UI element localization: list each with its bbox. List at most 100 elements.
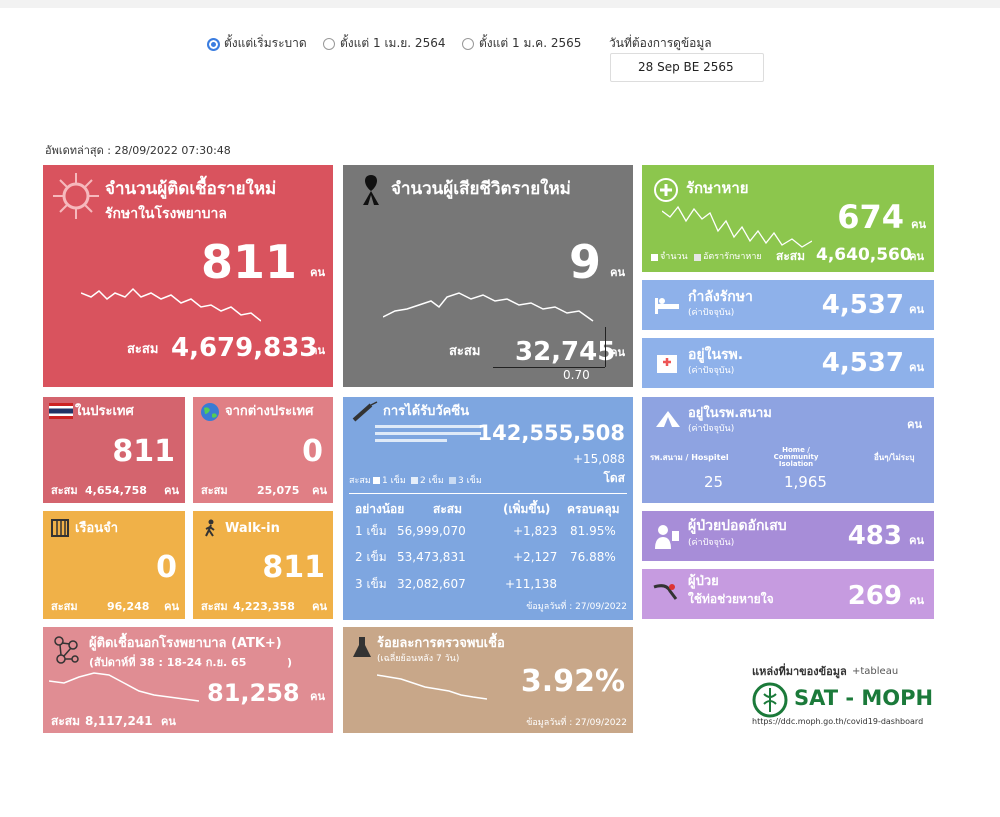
network-icon (54, 636, 79, 664)
plus-icon (654, 178, 678, 202)
table-cell: +1,823 (513, 524, 558, 538)
unit: คน (312, 484, 327, 497)
cumulative-label: สะสม (51, 714, 81, 728)
cumulative: 32,745 (515, 337, 616, 367)
radio[interactable] (462, 38, 474, 50)
card-pneumonia: ผู้ป่วยปอดอักเสบ (ค่าปัจจุบัน) 483 คน (642, 511, 934, 561)
table-cell: +2,127 (513, 550, 558, 564)
source-url[interactable]: https://ddc.moph.go.th/covid19-dashboard (752, 717, 924, 726)
radio-label[interactable]: ตั้งแต่ 1 ม.ค. 2565 (479, 36, 582, 50)
card-vaccine: การได้รับวัคซีน 142,555,508 +15,088 โดส … (343, 397, 633, 620)
syringe-icon (352, 401, 378, 422)
date-value[interactable]: 28 Sep BE 2565 (638, 60, 734, 74)
unit: คน (161, 715, 176, 728)
card-abroad: จากต่างประเทศ 0 สะสม 25,075 คน (193, 397, 333, 503)
sparkline (662, 205, 812, 248)
cumulative: 25,075 (257, 484, 300, 497)
table-header: สะสม (433, 502, 463, 516)
legend-swatch (694, 254, 701, 261)
legend-label: สะสม (349, 476, 371, 486)
legend-label: 1 เข็ม (382, 476, 406, 486)
legend-label: 2 เข็ม (420, 476, 444, 486)
title: อยู่ในรพ.สนาม (688, 406, 772, 421)
title: ผู้ป่วย (688, 574, 719, 589)
title: กำลังรักษา (688, 289, 753, 305)
legend-swatch (449, 477, 456, 484)
source-name: SAT - MOPH (794, 686, 934, 710)
subtitle: (ค่าปัจจุบัน) (688, 366, 735, 376)
title: จำนวนผู้ติดเชื้อรายใหม่ (105, 179, 277, 199)
table-cell: 32,082,607 (397, 577, 466, 591)
ventilator-icon (653, 584, 678, 600)
title: ผู้ป่วยปอดอักเสบ (688, 518, 787, 534)
subtitle: ใช้ท่อช่วยหายใจ (688, 592, 774, 606)
radio-label[interactable]: ตั้งแต่เริ่มระบาด (224, 36, 307, 50)
moph-logo (752, 682, 788, 718)
table-cell: +11,138 (505, 577, 558, 591)
source-label: แหล่งที่มาของข้อมูล (752, 665, 847, 678)
table-cell: 56,999,070 (397, 524, 466, 538)
column-value: 1,965 (784, 473, 827, 491)
value: 269 (847, 581, 902, 611)
virus-icon (53, 173, 99, 219)
cumulative: 4,679,833 (171, 333, 318, 363)
unit: คน (909, 250, 924, 263)
title: จากต่างประเทศ (225, 404, 314, 419)
unit: คน (164, 600, 179, 613)
value: 811 (200, 235, 297, 289)
value: 81,258 (207, 679, 300, 707)
unit: คน (310, 690, 325, 703)
progress-bar (375, 439, 447, 442)
flag-icon (49, 403, 73, 419)
cumulative-label: สะสม (51, 600, 78, 613)
card-recovered: รักษาหาย 674 คน จำนวน อัตรารักษาหาย สะสม… (642, 165, 934, 272)
progress-bar (375, 425, 481, 428)
radio[interactable] (323, 38, 335, 50)
table-header: (เพิ่มขึ้น) (503, 502, 551, 516)
unit: คน (909, 594, 924, 607)
cumulative: 4,654,758 (85, 484, 147, 497)
column-label: Home / Community Isolation (773, 446, 819, 468)
radio-label[interactable]: ตั้งแต่ 1 เม.ย. 2564 (340, 36, 446, 50)
value: 3.92% (520, 664, 625, 699)
unit: คน (310, 266, 325, 279)
title: Walk-in (225, 521, 280, 536)
week-end: ) (287, 656, 293, 669)
value: 811 (262, 550, 325, 585)
table-cell: 3 เข็ม (355, 577, 387, 591)
unit: คน (312, 600, 327, 613)
value: 0 (302, 434, 323, 469)
column-label: รพ.สนาม / Hospitel (650, 453, 729, 462)
title: การได้รับวัคซีน (383, 404, 470, 419)
value: 4,537 (821, 290, 904, 320)
cumulative-label: สะสม (201, 600, 228, 613)
column-label: อื่นๆ/ไม่ระบุ (874, 453, 915, 462)
table-header: อย่างน้อย (355, 502, 405, 516)
card-domestic: ในประเทศ 811 สะสม 4,654,758 คน (43, 397, 185, 503)
card-field-hospital: อยู่ในรพ.สนาม (ค่าปัจจุบัน) คน รพ.สนาม /… (642, 397, 934, 503)
table-header: ครอบคลุม (567, 502, 620, 516)
top-bar (0, 0, 1000, 8)
radio[interactable] (207, 38, 220, 51)
unit: คน (909, 303, 924, 316)
title: ในประเทศ (75, 404, 134, 419)
sparkline (383, 292, 594, 322)
unit: คน (907, 418, 922, 431)
card-positivity: ร้อยละการตรวจพบเชื้อ (เฉลี่ยย้อนหลัง 7 ว… (343, 627, 633, 733)
legend-label: อัตรารักษาหาย (703, 252, 762, 262)
value: 9 (568, 235, 601, 289)
card-deaths: จำนวนผู้เสียชีวิตรายใหม่ 9 คน สะสม 32,74… (343, 165, 633, 387)
bed-icon (655, 298, 679, 314)
unit: คน (909, 361, 924, 374)
date-input[interactable] (610, 53, 764, 82)
table-cell: 53,473,831 (397, 550, 466, 564)
table-cell: 1 เข็ม (355, 524, 387, 538)
card-in-hospital: อยู่ในรพ. (ค่าปัจจุบัน) 4,537 คน (642, 338, 934, 388)
rate: 0.70 (563, 368, 590, 382)
table-cell: 76.88% (570, 550, 616, 564)
cumulative: 4,640,560 (816, 245, 912, 265)
card-walkin: Walk-in 811 สะสม 4,223,358 คน (193, 511, 333, 619)
cumulative-label: สะสม (51, 484, 78, 497)
unit: โดส (603, 471, 625, 485)
